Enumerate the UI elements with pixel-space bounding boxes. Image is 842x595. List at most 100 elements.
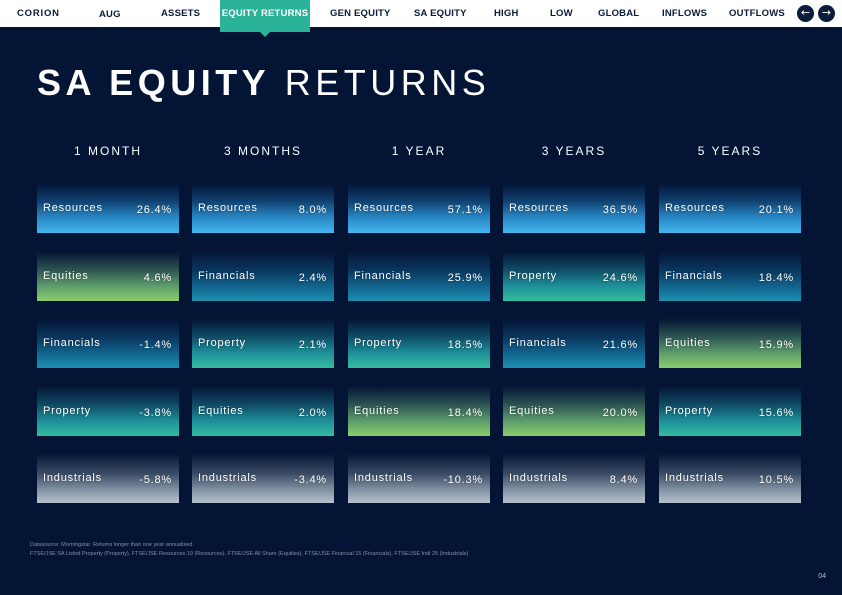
page-title-bold: SA EQUITY [37, 62, 271, 103]
return-value: -1.4% [139, 338, 172, 351]
sector-label: Resources [198, 202, 258, 214]
return-value: 18.5% [447, 338, 483, 351]
return-value: 18.4% [447, 406, 483, 419]
month-label: AUG [99, 9, 121, 20]
return-value: 8.0% [298, 203, 327, 216]
nav-item-sa-equity[interactable]: SA EQUITY [414, 8, 467, 19]
page-number: 04 [818, 573, 826, 580]
nav-item-high[interactable]: HIGH [494, 8, 519, 19]
return-tile: Financials 2.4% [192, 251, 334, 301]
return-tile: Financials 18.4% [659, 251, 801, 301]
return-value: 57.1% [447, 203, 483, 216]
sector-label: Property [198, 337, 246, 349]
return-value: 2.1% [298, 338, 327, 351]
return-value: 36.5% [602, 203, 638, 216]
return-value: 15.9% [758, 338, 794, 351]
sector-label: Financials [665, 270, 723, 282]
page-title: SA EQUITY RETURNS [37, 62, 490, 104]
return-tile: Industrials -5.8% [37, 453, 179, 503]
return-tile: Industrials 10.5% [659, 453, 801, 503]
sector-label: Resources [43, 202, 103, 214]
return-tile: Resources 8.0% [192, 183, 334, 233]
return-value: -10.3% [443, 473, 483, 486]
column-header-1-year: 1 YEAR [391, 144, 447, 158]
column-header-3-months: 3 MONTHS [223, 144, 302, 158]
sector-label: Industrials [354, 472, 413, 484]
return-tile: Industrials 8.4% [503, 453, 645, 503]
sector-label: Equities [198, 405, 244, 417]
sector-label: Equities [665, 337, 711, 349]
return-value: 8.4% [609, 473, 638, 486]
return-tile: Property 15.6% [659, 386, 801, 436]
sector-label: Equities [354, 405, 400, 417]
sector-label: Financials [198, 270, 256, 282]
footer-datasource: Datasource: Morningstar. Returns longer … [30, 542, 194, 548]
return-value: 21.6% [602, 338, 638, 351]
footer-index-legend: FTSE/JSE SA Listed Property (Property), … [30, 551, 469, 557]
return-value: 4.6% [143, 271, 172, 284]
sector-label: Equities [43, 270, 89, 282]
return-value: 2.4% [298, 271, 327, 284]
nav-item-inflows[interactable]: INFLOWS [662, 8, 708, 19]
column-header-3-years: 3 YEARS [541, 144, 607, 158]
return-value: 15.6% [758, 406, 794, 419]
page-title-light: RETURNS [284, 62, 491, 103]
sector-label: Property [509, 270, 557, 282]
return-tile: Equities 15.9% [659, 318, 801, 368]
return-value: 25.9% [447, 271, 483, 284]
sector-label: Resources [354, 202, 414, 214]
return-tile: Equities 2.0% [192, 386, 334, 436]
column-header-5-years: 5 YEARS [697, 144, 763, 158]
arrow-left-icon[interactable]: ← [797, 5, 814, 22]
return-tile: Property 24.6% [503, 251, 645, 301]
return-value: 20.1% [758, 203, 794, 216]
return-tile: Financials 21.6% [503, 318, 645, 368]
return-tile: Industrials -3.4% [192, 453, 334, 503]
sector-label: Financials [509, 337, 567, 349]
return-value: 24.6% [602, 271, 638, 284]
return-tile: Resources 36.5% [503, 183, 645, 233]
sector-label: Resources [665, 202, 725, 214]
sector-label: Financials [354, 270, 412, 282]
return-tile: Property 2.1% [192, 318, 334, 368]
return-tile: Resources 57.1% [348, 183, 490, 233]
sector-label: Property [665, 405, 713, 417]
sector-label: Industrials [665, 472, 724, 484]
sector-label: Industrials [198, 472, 257, 484]
return-value: 18.4% [758, 271, 794, 284]
return-value: 20.0% [602, 406, 638, 419]
sector-label: Resources [509, 202, 569, 214]
return-tile: Property 18.5% [348, 318, 490, 368]
return-tile: Resources 20.1% [659, 183, 801, 233]
return-value: -5.8% [139, 473, 172, 486]
return-tile: Equities 18.4% [348, 386, 490, 436]
top-nav: CORION AUG ASSETS EQUITY RETURNS GEN EQU… [0, 0, 842, 37]
return-value: 26.4% [136, 203, 172, 216]
nav-item-outflows[interactable]: OUTFLOWS [729, 8, 785, 19]
return-tile: Financials -1.4% [37, 318, 179, 368]
nav-item-gen-equity[interactable]: GEN EQUITY [330, 8, 391, 19]
sector-label: Property [354, 337, 402, 349]
sector-label: Equities [509, 405, 555, 417]
return-value: -3.4% [294, 473, 327, 486]
return-tile: Equities 4.6% [37, 251, 179, 301]
brand-logo[interactable]: CORION [17, 8, 60, 19]
column-header-1-month: 1 MONTH [74, 144, 142, 158]
return-tile: Industrials -10.3% [348, 453, 490, 503]
return-tile: Resources 26.4% [37, 183, 179, 233]
return-tile: Financials 25.9% [348, 251, 490, 301]
nav-item-equity-returns[interactable]: EQUITY RETURNS [220, 0, 310, 37]
return-value: -3.8% [139, 406, 172, 419]
nav-item-low[interactable]: LOW [550, 8, 573, 19]
nav-item-assets[interactable]: ASSETS [161, 8, 201, 19]
nav-item-global[interactable]: GLOBAL [598, 8, 640, 19]
arrow-right-icon[interactable]: → [818, 5, 835, 22]
sector-label: Industrials [43, 472, 102, 484]
return-value: 2.0% [298, 406, 327, 419]
return-tile: Equities 20.0% [503, 386, 645, 436]
sector-label: Industrials [509, 472, 568, 484]
return-value: 10.5% [758, 473, 794, 486]
sector-label: Property [43, 405, 91, 417]
sector-label: Financials [43, 337, 101, 349]
return-tile: Property -3.8% [37, 386, 179, 436]
